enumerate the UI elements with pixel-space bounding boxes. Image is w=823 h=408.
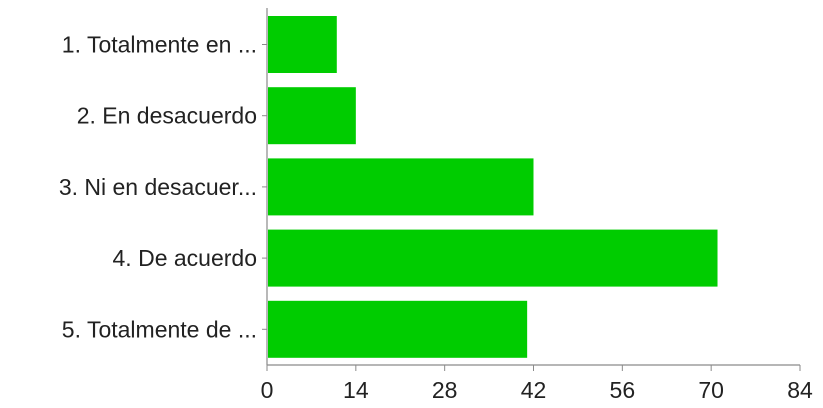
bar-4 <box>268 229 718 287</box>
category-label-5: 5. Totalmente de ... <box>62 316 257 342</box>
x-tick-label-42: 42 <box>521 377 547 403</box>
category-label-2: 2. En desacuerdo <box>77 103 257 129</box>
bar-2 <box>268 87 356 145</box>
bar-5 <box>268 300 528 358</box>
bar-3 <box>268 158 534 216</box>
category-labels: 1. Totalmente en ... 2. En desacuerdo 3. N… <box>59 32 257 343</box>
bar-1 <box>268 16 337 73</box>
x-tick-label-0: 0 <box>261 377 274 403</box>
x-ticks: 0 14 28 42 56 70 84 <box>261 365 813 403</box>
category-label-4: 4. De acuerdo <box>113 245 257 271</box>
bars-group <box>268 16 718 358</box>
category-label-1: 1. Totalmente en ... <box>62 32 257 58</box>
x-tick-label-70: 70 <box>698 377 724 403</box>
x-tick-label-28: 28 <box>432 377 458 403</box>
x-tick-label-84: 84 <box>787 377 813 403</box>
x-tick-label-14: 14 <box>343 377 369 403</box>
x-tick-label-56: 56 <box>610 377 636 403</box>
category-label-3: 3. Ni en desacuer... <box>59 174 257 200</box>
